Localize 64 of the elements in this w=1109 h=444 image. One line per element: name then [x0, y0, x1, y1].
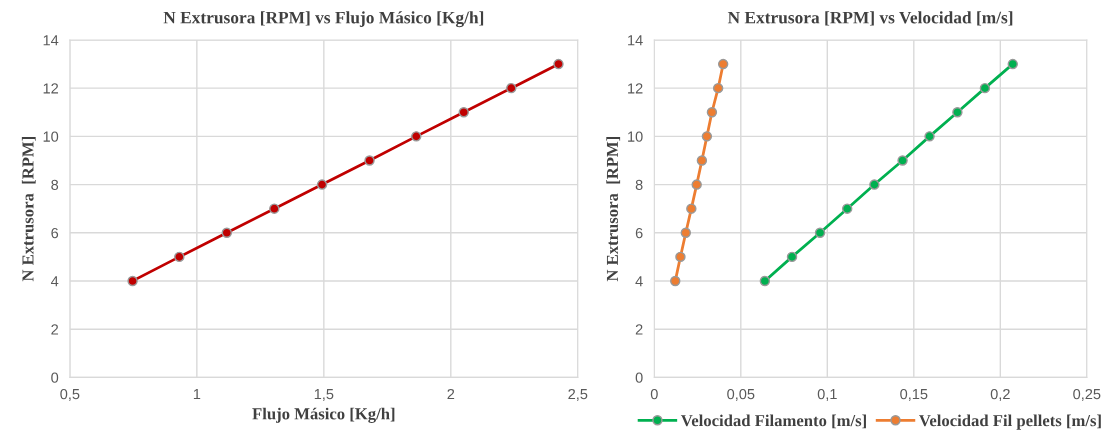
point: [869, 179, 880, 190]
point: [1007, 58, 1018, 70]
y-tick-label: 8: [635, 179, 643, 190]
x-tick-label: 0,05: [727, 388, 755, 401]
y-tick-label: 6: [635, 227, 643, 239]
point: [786, 251, 798, 263]
x-tick-label: 0,5: [60, 388, 80, 401]
point: [712, 82, 724, 94]
y-tick-label: 0: [51, 372, 59, 383]
y-tick-label: 0: [635, 372, 643, 383]
y-tick-label: 4: [50, 276, 59, 287]
point: [686, 203, 697, 214]
y-tick-label: 10: [628, 131, 643, 142]
point: [680, 227, 692, 238]
y-axis-title: N Extrusora [RPM]: [21, 137, 36, 282]
point: [675, 251, 686, 263]
point: [759, 275, 771, 287]
x-tick-label: 1: [193, 389, 201, 400]
x-tick-label: 0,1: [817, 388, 837, 401]
point: [814, 227, 826, 238]
point: [701, 131, 713, 142]
x-tick-label: 2,5: [568, 388, 588, 401]
point: [952, 107, 963, 118]
point: [691, 179, 702, 190]
y-tick-label: 14: [628, 35, 643, 46]
x-tick-label: 0: [650, 388, 658, 400]
x-tick-label: 0,2: [990, 388, 1010, 401]
x-tick-label: 1,5: [314, 389, 334, 401]
point: [979, 82, 991, 94]
point: [316, 179, 328, 190]
point: [706, 107, 718, 118]
y-axis-title: N Extrusora [RPM]: [606, 137, 621, 282]
x-tick-label: 2: [447, 388, 455, 400]
point: [364, 155, 375, 166]
legend-label: Velocidad Filamento [m/s]: [680, 414, 866, 429]
point: [458, 107, 469, 118]
point: [717, 58, 729, 70]
point: [127, 275, 138, 287]
y-tick-label: 2: [51, 324, 59, 335]
y-tick-label: 12: [43, 83, 59, 94]
y-tick-label: 4: [635, 276, 643, 287]
point: [696, 155, 708, 166]
x-tick-label: 0,25: [1073, 388, 1101, 401]
chart-title: N Extrusora [RPM] vs Velocidad [m/s]: [727, 11, 1013, 26]
y-tick-label: 14: [43, 35, 59, 46]
y-tick-label: 10: [43, 131, 59, 142]
point: [506, 82, 517, 94]
point: [174, 251, 185, 263]
y-tick-label: 12: [628, 83, 643, 94]
chart-title: N Extrusora [RPM] vs Flujo Másico [Kg/h]: [163, 11, 484, 28]
point: [924, 131, 935, 142]
point: [269, 203, 280, 214]
y-tick-label: 8: [51, 179, 59, 190]
point: [897, 155, 908, 166]
point: [842, 203, 853, 214]
point: [221, 227, 233, 238]
y-tick-label: 2: [635, 324, 643, 335]
point: [411, 131, 422, 142]
point: [553, 58, 564, 70]
legend-label: Velocidad Fil pellets [m/s]: [919, 414, 1101, 430]
point: [670, 275, 681, 287]
y-tick-label: 6: [51, 227, 59, 239]
x-tick-label: 0,15: [900, 388, 928, 401]
x-axis-title: Flujo Másico [Kg/h]: [252, 407, 395, 423]
